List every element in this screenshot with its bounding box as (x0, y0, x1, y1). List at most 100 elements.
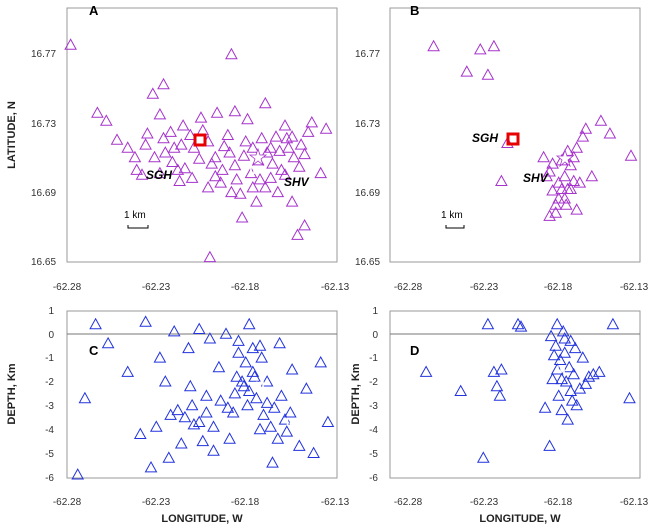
panel-a-point-83 (246, 180, 260, 193)
panel-c-point-9 (153, 351, 167, 363)
panel-a-point-37 (166, 155, 179, 167)
panel-a-point-17 (228, 104, 242, 117)
panel-b-points (427, 39, 638, 221)
panel-c-point-33 (300, 382, 313, 394)
panel-c-point-61 (203, 332, 217, 344)
panel-b-point-5 (495, 174, 508, 186)
panel-c-point-42 (207, 420, 220, 432)
panel-a-point-6 (153, 107, 167, 120)
panel-b-ytick: 16.69 (355, 188, 380, 199)
panel-d-point-19 (558, 346, 572, 358)
panel-a-point-18 (235, 211, 249, 223)
panel-d-point-34 (623, 391, 636, 404)
panel-a-ytick: 16.69 (31, 188, 56, 199)
panel-a-point-40 (192, 152, 206, 164)
panel-d-point-11 (543, 439, 556, 451)
panel-d-point-26 (570, 398, 584, 411)
panel-a-point-31 (203, 250, 217, 263)
panel-b-point-16 (567, 174, 581, 186)
panel-d-point-21 (561, 413, 575, 425)
panel-a-point-9 (171, 163, 185, 175)
panel-b-vent-star (555, 148, 575, 168)
panel-d-point-12 (546, 372, 559, 385)
panel-c-point-28 (266, 456, 279, 468)
panel-c-point-26 (253, 422, 267, 435)
panel-a-point-78 (255, 131, 269, 144)
panel-d-ytick: -1 (369, 353, 378, 364)
panel-b-point-9 (546, 184, 559, 196)
panel-a-point-67 (167, 141, 181, 153)
panel-d-xlabel: LONGITUDE, W (479, 513, 561, 525)
panel-c-ytick: -4 (45, 425, 54, 436)
panel-b-scale-label: 1 km (441, 210, 463, 221)
panel-a-point-68 (187, 141, 201, 153)
panel-d-ytick: -4 (369, 425, 378, 436)
panel-a-vent-label: SHV (284, 175, 310, 189)
panel-a-point-61 (228, 158, 242, 171)
panel-c-point-36 (321, 415, 335, 427)
panel-b-point-23 (603, 127, 617, 139)
panel-d-point-15 (552, 389, 566, 401)
panel-a-point-69 (205, 157, 219, 169)
panel-a-point-1 (91, 106, 104, 118)
panel-a-point-38 (174, 138, 188, 150)
panel-c-point-54 (264, 420, 278, 432)
panel-a-vent-star (248, 147, 268, 167)
panel-c-ytick: -2 (45, 377, 54, 388)
panel-d-point-24 (565, 394, 579, 406)
panel-a-roman-iii: III (249, 165, 258, 177)
panel-b-point-2 (473, 42, 487, 55)
panel-c-point-19 (212, 360, 226, 373)
panel-c-point-65 (241, 398, 254, 411)
panel-a-point-76 (221, 128, 235, 140)
panel-c-point-10 (158, 375, 172, 387)
panel-b-point-19 (576, 130, 590, 142)
panel-a-ytick: 16.77 (31, 49, 56, 60)
panel-d-ytick: -2 (369, 377, 378, 388)
panel-a-point-39 (183, 128, 197, 140)
panel-d-ticks: 1 0 -1 -2 -3 -4 -5 -6 -62.28 -62.23 -62.… (369, 306, 649, 508)
panel-c-ytick: -1 (45, 353, 54, 364)
panel-b-point-31 (564, 182, 578, 194)
panel-c-xtick: -62.23 (142, 497, 171, 508)
panel-b-point-28 (570, 203, 584, 215)
panel-a-point-56 (141, 127, 154, 139)
panel-d-ytick: 1 (372, 306, 378, 317)
panel-a-point-29 (314, 166, 328, 179)
panel-a-point-33 (130, 163, 144, 175)
panel-c-ticks: 1 0 -1 -2 -3 -4 -5 -6 -62.28 -62.23 -62.… (45, 306, 350, 508)
panel-a-point-14 (210, 106, 224, 118)
panel-d-point-14 (550, 317, 564, 330)
panel-c-point-55 (267, 401, 281, 413)
panel-c-ytick: 1 (48, 306, 54, 317)
panel-a-xtick: -62.18 (231, 282, 260, 293)
panel-c-point-14 (182, 341, 195, 354)
panel-c-point-35 (314, 355, 328, 368)
panel-d-point-17 (555, 403, 569, 416)
panel-d-point-36 (555, 372, 569, 385)
panel-a-point-57 (158, 146, 172, 158)
panel-a-point-74 (153, 166, 167, 179)
panel-d-xtick: -62.23 (470, 497, 499, 508)
panel-a-point-66 (128, 150, 142, 163)
panel-a-point-85 (282, 141, 295, 153)
panel-c-ytick: 0 (48, 330, 54, 341)
panel-a-point-75 (173, 174, 186, 186)
panel-d-points (419, 317, 636, 463)
panel-c-point-52 (257, 408, 270, 420)
panel-a-point-71 (253, 172, 267, 185)
panel-c-point-32 (292, 439, 306, 451)
panel-c-point-64 (230, 370, 244, 382)
panel-c-point-60 (164, 408, 177, 420)
panel-a-point-21 (258, 96, 272, 109)
panel-b-ytick: 16.77 (355, 49, 380, 60)
panel-c-point-45 (228, 386, 242, 399)
panel-d-ytick: -5 (369, 449, 378, 460)
panel-b-xtick: -62.28 (394, 282, 423, 293)
panel-d-point-5 (490, 379, 504, 392)
panel-d-point-37 (564, 384, 578, 396)
panel-a-point-25 (285, 195, 299, 207)
panel-c-point-17 (200, 389, 213, 401)
panel-b-ticks: 16.77 16.73 16.69 16.65 -62.28 -62.23 -6… (355, 49, 649, 293)
panel-a-ytick: 16.65 (31, 257, 56, 268)
